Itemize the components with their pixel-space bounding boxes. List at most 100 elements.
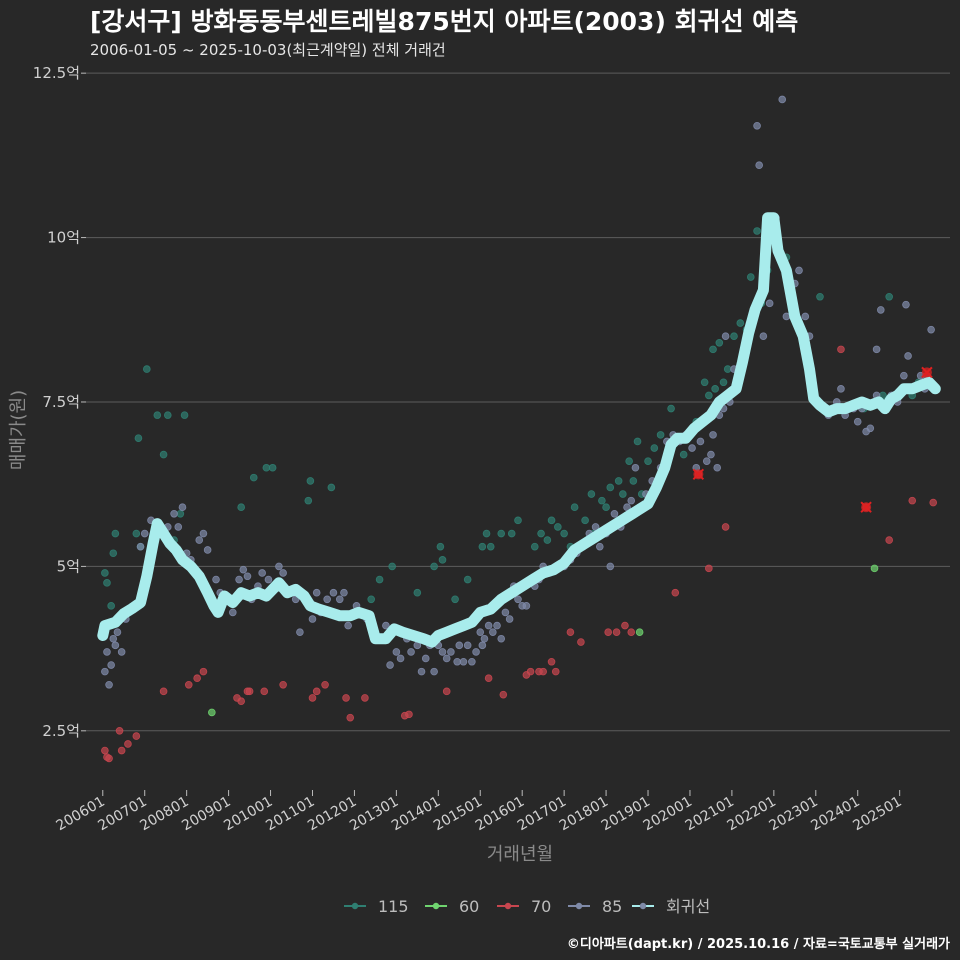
legend-label: 70 [531, 897, 551, 916]
point-85 [480, 634, 489, 643]
point-85 [136, 542, 145, 551]
point-85 [442, 654, 451, 663]
point-85 [312, 588, 321, 597]
grid-lines [86, 72, 950, 732]
y-tick-label: 10억 [47, 229, 80, 247]
point-85 [335, 595, 344, 604]
point-70 [885, 536, 893, 544]
point-115 [430, 562, 438, 571]
point-70 [551, 667, 560, 676]
point-85 [109, 634, 118, 643]
point-85 [904, 352, 912, 360]
point-85 [239, 565, 248, 574]
point-85 [472, 648, 480, 656]
legend-marker-70 [504, 902, 512, 910]
point-70 [361, 694, 369, 702]
regression-path [97, 212, 941, 648]
point-85 [501, 608, 510, 617]
point-85 [258, 569, 266, 577]
point-85 [721, 332, 730, 341]
point-115 [816, 292, 824, 301]
point-85 [707, 450, 715, 459]
point-85 [199, 529, 208, 538]
legend-label: 115 [378, 897, 409, 916]
point-115 [715, 338, 724, 347]
point-70 [612, 628, 621, 636]
point-115 [587, 490, 596, 498]
point-115 [705, 391, 713, 400]
point-115 [537, 529, 545, 538]
point-70 [442, 687, 451, 696]
point-115 [650, 444, 659, 452]
point-85 [407, 648, 415, 656]
point-85 [178, 503, 187, 512]
highlight-x-icon [860, 501, 872, 513]
point-115 [153, 411, 162, 419]
legend-marker-115 [351, 902, 359, 910]
point-85 [610, 509, 619, 518]
point-70 [671, 588, 680, 597]
point-85 [902, 300, 910, 309]
point-85 [329, 588, 338, 597]
highlight-x-icon [921, 366, 933, 379]
point-85 [853, 417, 862, 426]
point-85 [696, 437, 705, 446]
point-85 [174, 523, 183, 531]
point-115 [614, 477, 623, 485]
point-70 [405, 710, 413, 719]
point-85 [459, 657, 468, 666]
point-70 [308, 694, 317, 702]
point-115 [176, 509, 185, 518]
point-70 [621, 621, 629, 630]
point-115 [581, 516, 589, 525]
point-115 [249, 473, 258, 482]
point-85 [264, 575, 273, 584]
point-85 [296, 628, 304, 636]
point-85 [795, 266, 803, 275]
highlight-markers [692, 366, 933, 513]
y-tick-label: 2.5억 [42, 722, 80, 740]
point-85 [340, 588, 348, 597]
point-85 [243, 572, 252, 581]
point-115 [103, 579, 111, 587]
point-85 [522, 602, 531, 610]
point-60 [870, 564, 879, 573]
point-85 [323, 595, 331, 604]
point-70 [260, 687, 269, 696]
point-85 [101, 667, 109, 676]
point-70 [115, 727, 124, 735]
x-axis: 2006012007012008012009012010012011012012… [53, 790, 905, 834]
point-70 [929, 498, 938, 507]
scatter-points [101, 95, 938, 763]
axis-labels: 거래년월 매매가(원) [8, 390, 553, 865]
point-70 [604, 628, 612, 636]
point-115 [101, 569, 109, 577]
point-115 [711, 385, 719, 393]
point-115 [486, 542, 495, 551]
point-115 [143, 365, 151, 373]
point-70 [321, 680, 329, 689]
point-115 [619, 490, 627, 498]
point-70 [526, 667, 535, 676]
point-70 [705, 564, 713, 573]
point-70 [577, 638, 585, 646]
point-85 [801, 312, 810, 321]
x-axis-title: 거래년월 [487, 844, 553, 865]
point-85 [627, 496, 636, 505]
point-85 [386, 661, 394, 669]
point-85 [631, 463, 640, 472]
point-85 [344, 621, 352, 630]
point-115 [625, 457, 633, 465]
point-85 [140, 529, 149, 538]
point-115 [723, 365, 732, 373]
point-85 [778, 95, 787, 104]
point-115 [554, 523, 562, 531]
point-85 [759, 332, 768, 341]
point-70 [184, 680, 193, 689]
y-axis: 2.5억 5억 7.5억 10억 12.5억 [33, 64, 86, 740]
point-85 [837, 385, 845, 393]
point-115 [107, 602, 115, 610]
point-70 [199, 667, 208, 676]
point-70 [105, 754, 113, 763]
point-85 [505, 615, 514, 623]
